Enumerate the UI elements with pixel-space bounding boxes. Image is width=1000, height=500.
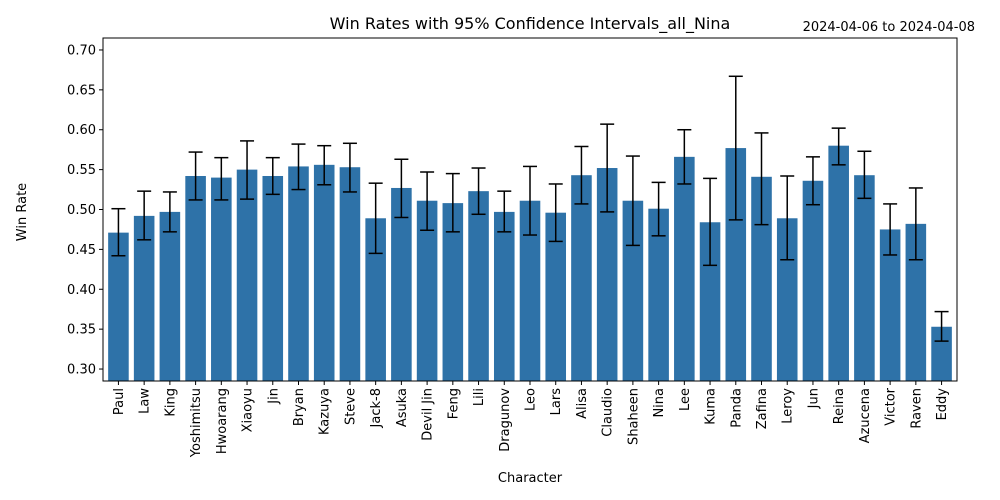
bar (236, 169, 258, 381)
bar (931, 326, 952, 381)
y-tick-label: 0.40 (67, 283, 96, 298)
bar (802, 180, 824, 381)
plot-area: 0.30 0.35 0.40 0.45 0.50 0.55 0.60 0.65 0.70 Paul… (67, 37, 958, 458)
y-tick-label: 0.65 (67, 83, 96, 98)
bar (288, 166, 309, 381)
x-tick-label: Hwoarang (215, 388, 230, 454)
bar (365, 218, 386, 381)
bar (648, 208, 669, 381)
bar (185, 175, 206, 381)
x-tick-label: Steve (343, 388, 358, 425)
y-tick-label: 0.30 (67, 363, 96, 378)
bar (493, 211, 515, 381)
bar (725, 148, 747, 381)
x-tick-label: Shaheen (626, 388, 641, 445)
y-tick-label: 0.60 (67, 123, 96, 138)
x-tick-label: Lars (549, 388, 564, 416)
bar (699, 222, 721, 381)
y-tick-label: 0.35 (67, 323, 96, 338)
bar (211, 177, 232, 381)
x-tick-label: Yoshimitsu (189, 388, 204, 458)
bar (545, 212, 567, 381)
x-tick-label: Zafina (755, 388, 770, 429)
bar (108, 232, 129, 381)
x-tick-label: Panda (729, 388, 744, 428)
x-tick-label: Leo (524, 388, 539, 411)
bar (159, 211, 181, 381)
bar (313, 164, 335, 381)
x-tick-label: Eddy (935, 388, 950, 421)
x-tick-label: Azucena (858, 388, 873, 443)
x-tick-label: Kuma (704, 388, 719, 425)
bar (519, 200, 541, 381)
x-tick-label: Asuka (395, 388, 410, 427)
bar (854, 175, 875, 381)
bar (339, 167, 361, 381)
x-tick-label: Victor (884, 387, 899, 425)
y-axis-title: Win Rate (15, 183, 30, 241)
bar (776, 218, 798, 381)
x-tick-label: Kazuya (318, 388, 333, 435)
bar (751, 176, 772, 381)
x-tick-label: Leroy (781, 388, 796, 424)
bar (571, 175, 592, 381)
x-tick-label: Law (138, 388, 153, 414)
bar (674, 156, 695, 381)
x-tick-label: Alisa (575, 388, 590, 419)
bar (416, 200, 438, 381)
y-tick-label: 0.70 (67, 43, 96, 58)
bar (442, 203, 464, 381)
x-tick-label: Bryan (292, 388, 307, 426)
x-tick-label: Xiaoyu (241, 388, 256, 432)
x-tick-label: Lili (472, 388, 487, 406)
bar (133, 215, 155, 381)
x-tick-label: Nina (652, 388, 667, 418)
y-tick-label: 0.55 (67, 163, 96, 178)
x-tick-label: Jun (806, 388, 821, 409)
y-tick-label: 0.50 (67, 203, 96, 218)
bar (262, 175, 284, 381)
x-tick-label: Dragunov (498, 388, 513, 452)
bar (391, 187, 412, 381)
bar (828, 145, 849, 381)
x-tick-label: Raven (909, 388, 924, 429)
x-tick-label: King (163, 388, 178, 417)
x-axis-title: Character (498, 471, 563, 486)
x-tick-label: Jack-8 (369, 388, 384, 428)
x-tick-label: Jin (266, 388, 281, 405)
x-tick-label: Lee (678, 388, 693, 411)
chart-title: Win Rates with 95% Confidence Intervals_… (330, 14, 731, 34)
x-tick-label: Reina (832, 388, 847, 424)
x-tick-label: Claudio (601, 388, 616, 437)
x-tick-label: Devil Jin (421, 388, 436, 441)
x-tick-label: Paul (112, 388, 127, 415)
bar (596, 168, 618, 381)
bar (905, 223, 927, 381)
bar (879, 229, 901, 381)
y-tick-label: 0.45 (67, 243, 96, 258)
x-tick-label: Feng (446, 388, 461, 419)
date-range-label: 2024-04-06 to 2024-04-08 (803, 20, 975, 35)
bar (468, 191, 489, 381)
